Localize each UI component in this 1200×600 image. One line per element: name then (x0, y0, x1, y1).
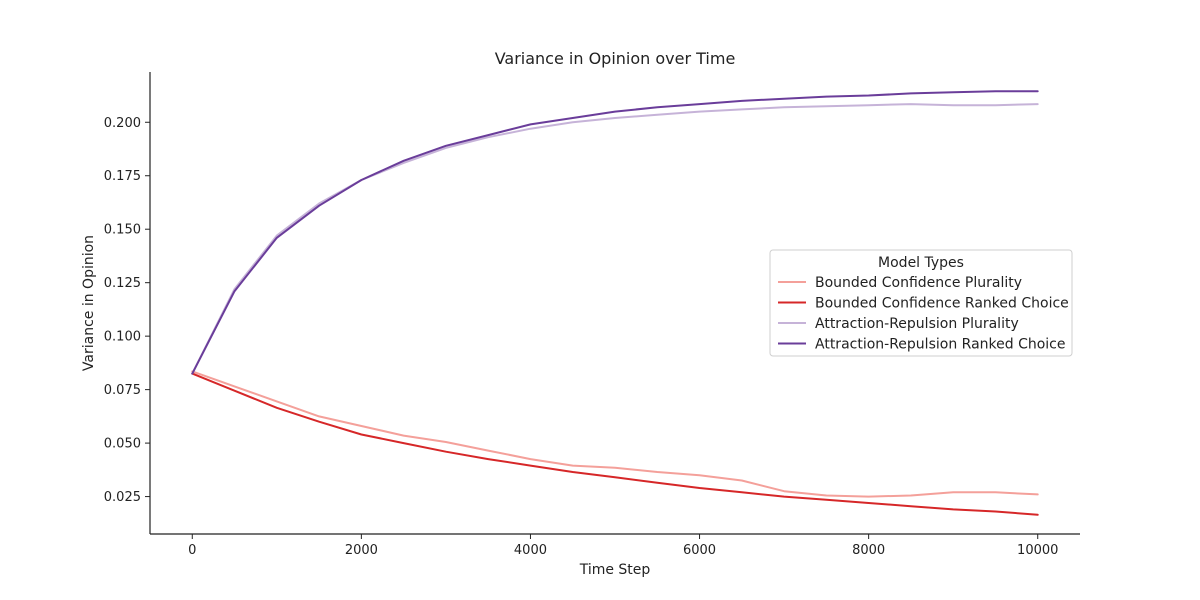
y-axis-label: Variance in Opinion (81, 235, 97, 371)
axes (149, 72, 1080, 535)
y-tick-label: 0.075 (104, 383, 141, 398)
legend-entry-label: Attraction-Repulsion Ranked Choice (815, 337, 1066, 353)
y-tick-label: 0.200 (104, 116, 141, 131)
y-tick-label: 0.025 (104, 490, 141, 505)
y-tick-label: 0.100 (104, 330, 141, 345)
x-axis-label: Time Step (579, 562, 651, 578)
x-tick-label: 2000 (345, 543, 378, 558)
legend-items: Bounded Confidence Plurality Bounded Conf… (778, 275, 1069, 353)
legend-entry-label: Bounded Confidence Ranked Choice (815, 296, 1069, 312)
legend-entry-label: Attraction-Repulsion Plurality (815, 316, 1019, 332)
series-line-2 (191, 372, 1039, 516)
legend-entry-label: Bounded Confidence Plurality (815, 275, 1022, 291)
x-tick-label: 6000 (683, 543, 716, 558)
series-layer (191, 90, 1039, 516)
chart-title: Variance in Opinion over Time (495, 49, 736, 68)
y-tick-label: 0.150 (104, 223, 141, 238)
legend: Model Types Bounded Confidence Plurality… (769, 249, 1073, 357)
legend-box (769, 249, 1073, 357)
y-tick-label: 0.175 (104, 169, 141, 184)
series-line-4 (191, 90, 1039, 375)
x-tick-label: 8000 (852, 543, 885, 558)
y-ticks: 0.025 0.050 0.075 0.100 0.125 0.150 0.175 0.200 (104, 116, 150, 505)
x-ticks: 0 2000 4000 6000 8000 10000 (188, 534, 1058, 558)
x-tick-label: 10000 (1017, 543, 1058, 558)
x-tick-label: 4000 (514, 543, 547, 558)
y-tick-label: 0.125 (104, 276, 141, 291)
x-tick-label: 0 (188, 543, 196, 558)
legend-title: Model Types (878, 255, 964, 271)
series-line-1 (191, 370, 1039, 498)
series-line-3 (191, 103, 1039, 375)
y-tick-label: 0.050 (104, 437, 141, 452)
